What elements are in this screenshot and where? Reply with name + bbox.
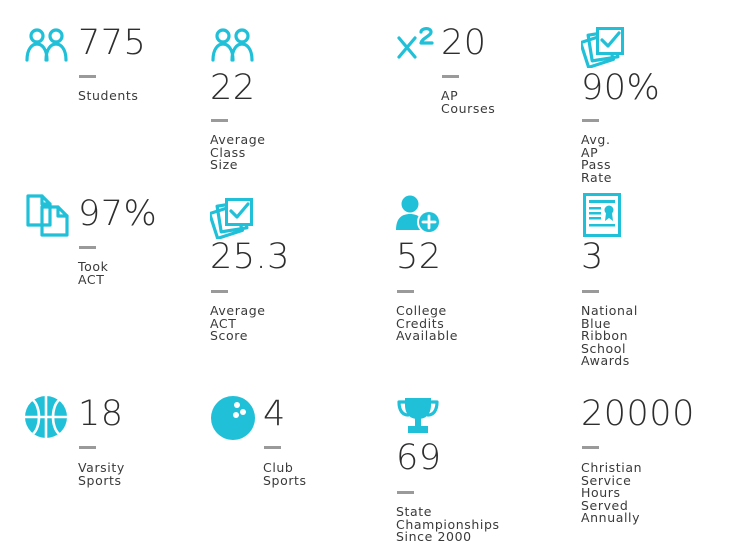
stat-label: Students (78, 88, 139, 103)
add-user-icon (396, 195, 441, 234)
stat-value: 90% (581, 68, 661, 108)
divider (79, 246, 96, 249)
people-icon (25, 28, 68, 62)
divider (211, 290, 228, 293)
divider (79, 75, 96, 78)
stat-label: AP Courses (441, 88, 496, 116)
certificate-icon (583, 193, 621, 237)
divider (397, 290, 414, 293)
stat-value: 22 (210, 68, 256, 108)
stat-value: 4 (263, 394, 286, 434)
stat-label: Club Sports (263, 460, 307, 488)
bowling-ball-icon (211, 396, 255, 440)
divider (582, 119, 599, 122)
divider (264, 446, 281, 449)
stat-label: Average ACT Score (210, 303, 266, 343)
stat-label: Avg. AP Pass Rate (581, 132, 613, 185)
documents-icon (26, 194, 69, 237)
stat-value: 52 (396, 237, 442, 277)
stat-value: 69 (396, 438, 442, 478)
stat-value: 25.3 (210, 237, 290, 277)
x-squared-icon (397, 27, 434, 59)
people-icon (211, 28, 254, 62)
checked-papers-icon (581, 27, 624, 68)
basketball-icon (25, 396, 67, 438)
divider (79, 446, 96, 449)
stat-label: National Blue Ribbon School Awards (581, 303, 638, 368)
stat-value: 20000 (581, 394, 695, 434)
divider (397, 491, 414, 494)
divider (442, 75, 459, 78)
stat-label: Varsity Sports (78, 460, 125, 488)
divider (582, 290, 599, 293)
stat-label: Average Class Size (210, 132, 266, 172)
checked-papers-icon (210, 198, 253, 239)
trophy-icon (397, 398, 439, 433)
stat-value: 20 (441, 23, 487, 63)
stat-value: 97% (78, 194, 158, 234)
stat-value: 18 (78, 394, 124, 434)
stat-label: Christian Service Hours Served Annually (581, 460, 643, 525)
divider (582, 446, 599, 449)
stat-label: State Championships Since 2000 (396, 504, 500, 544)
stat-value: 3 (581, 237, 604, 277)
divider (211, 119, 228, 122)
stat-value: 775 (78, 23, 147, 63)
stat-label: College Credits Available (396, 303, 458, 343)
stat-label: Took ACT (78, 259, 109, 287)
